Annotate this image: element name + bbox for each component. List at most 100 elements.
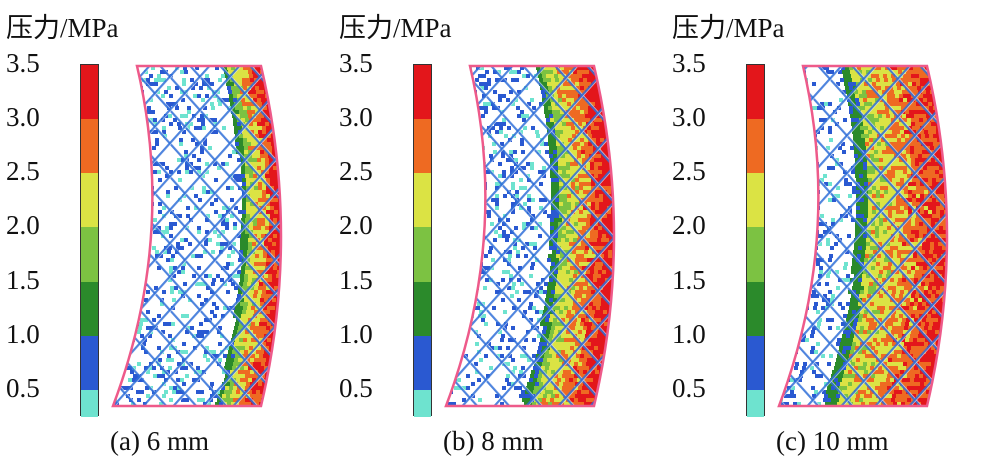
pressure-cell	[607, 202, 611, 206]
pressure-cell	[587, 326, 591, 330]
pressure-cell	[248, 378, 252, 382]
pressure-cell	[587, 82, 591, 86]
pressure-cell	[547, 78, 551, 82]
pressure-cell	[602, 94, 606, 98]
pressure-cell	[262, 290, 266, 294]
pressure-cell	[586, 398, 590, 402]
pressure-cell	[241, 98, 245, 102]
pressure-cell	[873, 110, 877, 114]
pressure-cell	[876, 258, 880, 262]
pressure-cell	[870, 114, 874, 118]
pressure-cell	[895, 270, 899, 274]
pressure-cell	[495, 186, 499, 190]
pressure-cell	[591, 370, 595, 374]
pressure-cell	[912, 126, 916, 130]
pressure-cell	[542, 74, 546, 78]
pressure-cell	[590, 170, 594, 174]
pressure-cell	[573, 238, 577, 242]
pressure-cell	[849, 66, 853, 70]
pressure-cell	[142, 342, 146, 346]
pressure-cell	[253, 174, 257, 178]
pressure-cell	[860, 182, 864, 186]
pressure-cell	[603, 290, 607, 294]
pressure-cell	[839, 98, 843, 102]
pressure-cell	[897, 282, 901, 286]
pressure-cell	[540, 142, 544, 146]
pressure-cell	[927, 234, 931, 238]
pressure-cell	[228, 378, 232, 382]
pressure-cell	[169, 94, 173, 98]
pressure-cell	[864, 286, 868, 290]
pressure-cell	[892, 178, 896, 182]
pressure-cell	[908, 182, 912, 186]
pressure-cell	[521, 390, 525, 394]
pressure-cell	[856, 130, 860, 134]
pressure-cell	[509, 70, 513, 74]
pressure-cell	[851, 118, 855, 122]
pressure-cell	[178, 178, 182, 182]
pressure-cell	[603, 202, 607, 206]
pressure-cell	[559, 198, 563, 202]
pressure-cell	[894, 90, 898, 94]
pressure-cell	[585, 150, 589, 154]
pressure-cell	[225, 222, 229, 226]
pressure-cell	[603, 182, 607, 186]
pressure-cell	[599, 202, 603, 206]
grid-line	[446, 66, 459, 406]
pressure-cell	[607, 286, 611, 290]
pressure-cell	[903, 226, 907, 230]
pressure-cell	[190, 186, 194, 190]
pressure-cell	[251, 254, 255, 258]
pressure-cell	[896, 126, 900, 130]
pressure-cell	[923, 158, 927, 162]
pressure-cell	[228, 366, 232, 370]
pressure-cell	[502, 174, 506, 178]
pressure-cell	[594, 226, 598, 230]
pressure-cell	[169, 170, 173, 174]
pressure-cell	[820, 126, 824, 130]
pressure-cell	[238, 178, 242, 182]
pressure-cell	[887, 122, 891, 126]
pressure-cell	[890, 154, 894, 158]
pressure-cell	[931, 218, 935, 222]
pressure-cell	[515, 194, 519, 198]
pressure-cell	[567, 382, 571, 386]
pressure-cell	[556, 110, 560, 114]
pressure-cell	[591, 206, 595, 210]
grid-line	[113, 66, 281, 406]
pressure-cell	[189, 362, 193, 366]
pressure-cell	[595, 126, 599, 130]
pressure-cell	[558, 122, 562, 126]
pressure-cell	[210, 190, 214, 194]
pressure-cell	[587, 178, 591, 182]
pressure-cell	[215, 402, 219, 406]
pressure-cell	[848, 182, 852, 186]
pressure-cell	[268, 378, 272, 382]
pressure-cell	[238, 258, 242, 262]
pressure-cell	[272, 302, 276, 306]
pressure-cell	[896, 202, 900, 206]
pressure-cell	[555, 178, 559, 182]
pressure-cell	[177, 158, 181, 162]
pressure-cell	[886, 150, 890, 154]
pressure-cell	[269, 346, 273, 350]
grid-line-highlight	[126, 66, 281, 406]
pressure-cell	[242, 370, 246, 374]
pressure-cell	[525, 242, 529, 246]
pressure-cell	[243, 134, 247, 138]
pressure-cell	[258, 202, 262, 206]
pressure-cell	[234, 326, 238, 330]
pressure-cell	[594, 270, 598, 274]
pressure-cell	[240, 90, 244, 94]
pressure-cell	[570, 346, 574, 350]
pressure-cell	[538, 374, 542, 378]
pressure-cell	[598, 266, 602, 270]
colorbar-tick-label: 1.5	[6, 264, 40, 295]
pressure-cell	[521, 150, 525, 154]
pressure-cell	[871, 122, 875, 126]
pressure-cell	[606, 118, 610, 122]
pressure-cell	[558, 234, 562, 238]
pressure-cell	[527, 290, 531, 294]
pressure-cell	[205, 230, 209, 234]
pressure-cell	[589, 114, 593, 118]
